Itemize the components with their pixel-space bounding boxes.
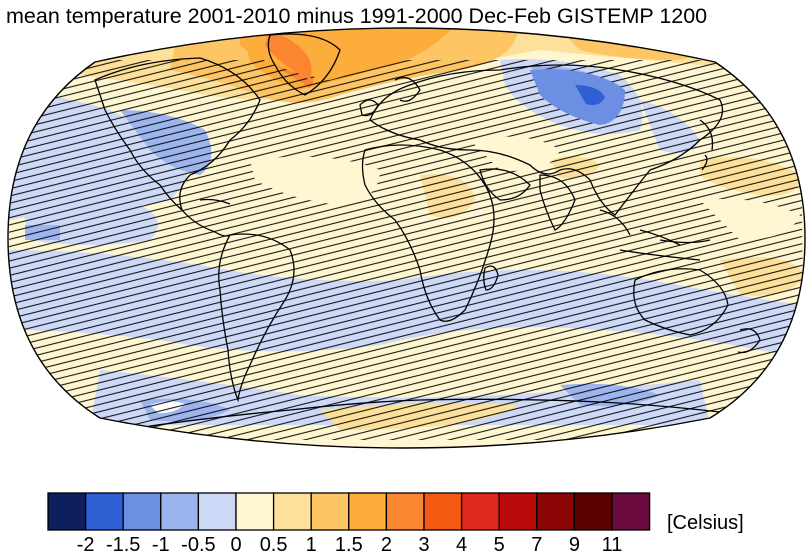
colorbar-tick-label: 0 bbox=[230, 534, 242, 556]
colorbar-unit-label: [Celsius] bbox=[667, 512, 744, 534]
new-zealand-coast bbox=[737, 328, 761, 354]
colorbar-tick-label: 7 bbox=[531, 534, 543, 556]
colorbar-tick-label: -2 bbox=[76, 534, 95, 556]
colorbar-tick-label: 1 bbox=[305, 534, 317, 556]
japan-coast bbox=[699, 119, 714, 171]
australia-coast bbox=[633, 268, 729, 336]
siberia-clear bbox=[530, 69, 625, 125]
colorbar-tick-label: -1 bbox=[151, 534, 170, 556]
colorbar-swatch bbox=[160, 492, 200, 531]
colorbar-tick-label: 1.5 bbox=[334, 534, 363, 556]
colorbar-swatch bbox=[197, 492, 237, 531]
colorbar-swatch bbox=[460, 492, 500, 531]
colorbar-swatch bbox=[272, 492, 312, 531]
coastlines bbox=[94, 33, 761, 433]
india-coast bbox=[539, 174, 576, 231]
globe-outline bbox=[7, 27, 806, 449]
colorbar-swatch bbox=[122, 492, 162, 531]
south-america-coast bbox=[218, 233, 295, 403]
colorbar-swatch bbox=[310, 492, 350, 531]
colorbar-tick-label: 4 bbox=[456, 534, 468, 556]
colorbar-swatch bbox=[235, 492, 275, 531]
indonesia-coast bbox=[599, 209, 711, 261]
greenland-clear-2 bbox=[265, 30, 312, 80]
greenland-coast bbox=[267, 33, 341, 96]
temperature-map bbox=[7, 27, 806, 449]
colorbar-swatch bbox=[385, 492, 425, 531]
colorbar-tick-label: 5 bbox=[493, 534, 505, 556]
madagascar-coast bbox=[483, 265, 499, 291]
atlantic-clear bbox=[250, 156, 380, 205]
colorbar-tick-label: -0.5 bbox=[181, 534, 216, 556]
eurasia-coast bbox=[369, 64, 724, 216]
colorbar-swatches bbox=[47, 492, 651, 531]
colorbar-tick-label: 3 bbox=[418, 534, 430, 556]
colorbar-swatch bbox=[423, 492, 463, 531]
colorbar-tick-label: 11 bbox=[601, 534, 623, 556]
midEast-clear bbox=[470, 136, 560, 171]
colorbar-swatch bbox=[611, 492, 651, 531]
colorbar-tick-label: 0.5 bbox=[259, 534, 288, 556]
colorbar-swatch bbox=[498, 492, 538, 531]
caribbean-coast bbox=[199, 198, 231, 205]
colorbar-tick-label: -1.5 bbox=[105, 534, 141, 556]
colorbar-tick-label: 2 bbox=[380, 534, 392, 556]
siberia-clear-2 bbox=[575, 85, 605, 106]
central-america-coast bbox=[181, 209, 231, 237]
colorbar-swatch bbox=[348, 492, 388, 531]
page-title: mean temperature 2001-2010 minus 1991-20… bbox=[6, 4, 708, 28]
europe-islands-coast bbox=[359, 76, 421, 117]
north-america-coast bbox=[94, 57, 261, 213]
arabia-coast bbox=[479, 168, 531, 201]
colorbar-swatch bbox=[84, 492, 124, 531]
colorbar-swatch bbox=[573, 492, 613, 531]
wpac-clear bbox=[700, 199, 800, 240]
colorbar-swatch bbox=[47, 492, 87, 531]
africa-coast bbox=[361, 144, 495, 322]
hatching-overlay bbox=[8, 60, 805, 440]
antarctica-coast bbox=[109, 398, 721, 433]
colorbar-swatch bbox=[536, 492, 576, 531]
colorbar-tick-label: 9 bbox=[568, 534, 580, 556]
